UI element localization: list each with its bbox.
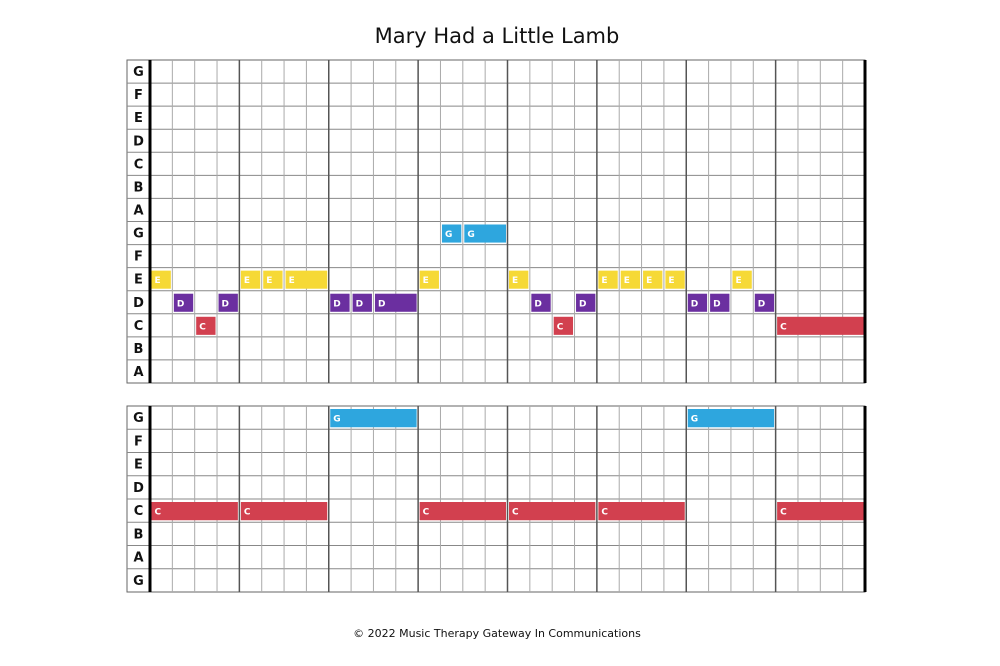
note-label: E [244, 276, 250, 286]
row-label: E [134, 111, 143, 126]
note-label: D [534, 299, 541, 309]
note-label: D [758, 299, 765, 309]
note-label: G [467, 230, 474, 240]
note-label: D [579, 299, 586, 309]
row-label: E [134, 458, 143, 473]
note-label: E [289, 276, 295, 286]
note [240, 502, 328, 521]
note [464, 224, 506, 243]
note [777, 316, 864, 335]
note-label: C [423, 508, 430, 518]
note [441, 224, 462, 243]
note-label: E [155, 276, 161, 286]
note-label: E [423, 276, 429, 286]
note [620, 270, 641, 289]
note [509, 502, 596, 521]
row-label: A [133, 551, 143, 566]
note [643, 270, 663, 289]
note [531, 293, 551, 312]
note [732, 270, 752, 289]
note-label: E [512, 276, 518, 286]
note [151, 270, 171, 289]
note-label: G [333, 415, 340, 425]
note [509, 270, 529, 289]
note [151, 502, 238, 521]
row-label: G [133, 227, 144, 242]
row-label: D [133, 481, 144, 496]
note [240, 270, 261, 289]
note-label: D [713, 299, 720, 309]
note-label: G [691, 415, 698, 425]
note-label: C [601, 508, 608, 518]
row-label: C [134, 504, 144, 519]
note-label: D [378, 299, 385, 309]
note [352, 293, 372, 312]
row-label: G [133, 574, 144, 589]
note [665, 270, 685, 289]
row-label: F [134, 434, 143, 449]
note [598, 502, 685, 521]
note [218, 293, 238, 312]
note-label: C [199, 322, 206, 332]
note-label: C [780, 508, 787, 518]
row-label: D [133, 134, 144, 149]
row-label: G [133, 65, 144, 80]
note-label: D [177, 299, 184, 309]
note [687, 409, 775, 428]
row-label: G [133, 411, 144, 426]
row-label: F [134, 250, 143, 265]
note [598, 270, 618, 289]
note [173, 293, 194, 312]
note-label: C [244, 508, 251, 518]
note-label: E [668, 276, 674, 286]
note-label: C [557, 322, 564, 332]
note-label: E [601, 276, 607, 286]
row-label: B [134, 527, 144, 542]
note [576, 293, 596, 312]
row-label: E [134, 273, 143, 288]
note [285, 270, 328, 289]
note-label: G [445, 230, 452, 240]
note-label: D [691, 299, 698, 309]
row-label: D [133, 296, 144, 311]
note [419, 270, 439, 289]
note-label: D [333, 299, 340, 309]
row-label: F [134, 88, 143, 103]
note [330, 293, 350, 312]
note [196, 316, 216, 335]
note-label: E [624, 276, 630, 286]
note [710, 293, 730, 312]
title: Mary Had a Little Lamb [375, 24, 620, 48]
note [374, 293, 417, 312]
note [553, 316, 574, 335]
note-label: E [735, 276, 741, 286]
row-label: B [134, 180, 144, 195]
note [687, 293, 708, 312]
note [419, 502, 506, 521]
note-label: E [646, 276, 652, 286]
note [754, 293, 775, 312]
row-label: A [133, 203, 143, 218]
footer: © 2022 Music Therapy Gateway In Communic… [353, 627, 641, 640]
note-label: D [222, 299, 229, 309]
note-label: D [356, 299, 363, 309]
row-label: C [134, 319, 144, 334]
note [263, 270, 283, 289]
note-label: C [155, 508, 162, 518]
row-label: B [134, 342, 144, 357]
note-label: E [266, 276, 272, 286]
note [330, 409, 417, 428]
note-label: C [512, 508, 519, 518]
row-label: C [134, 157, 144, 172]
note-label: C [780, 322, 787, 332]
note [777, 502, 864, 521]
row-label: A [133, 365, 143, 380]
